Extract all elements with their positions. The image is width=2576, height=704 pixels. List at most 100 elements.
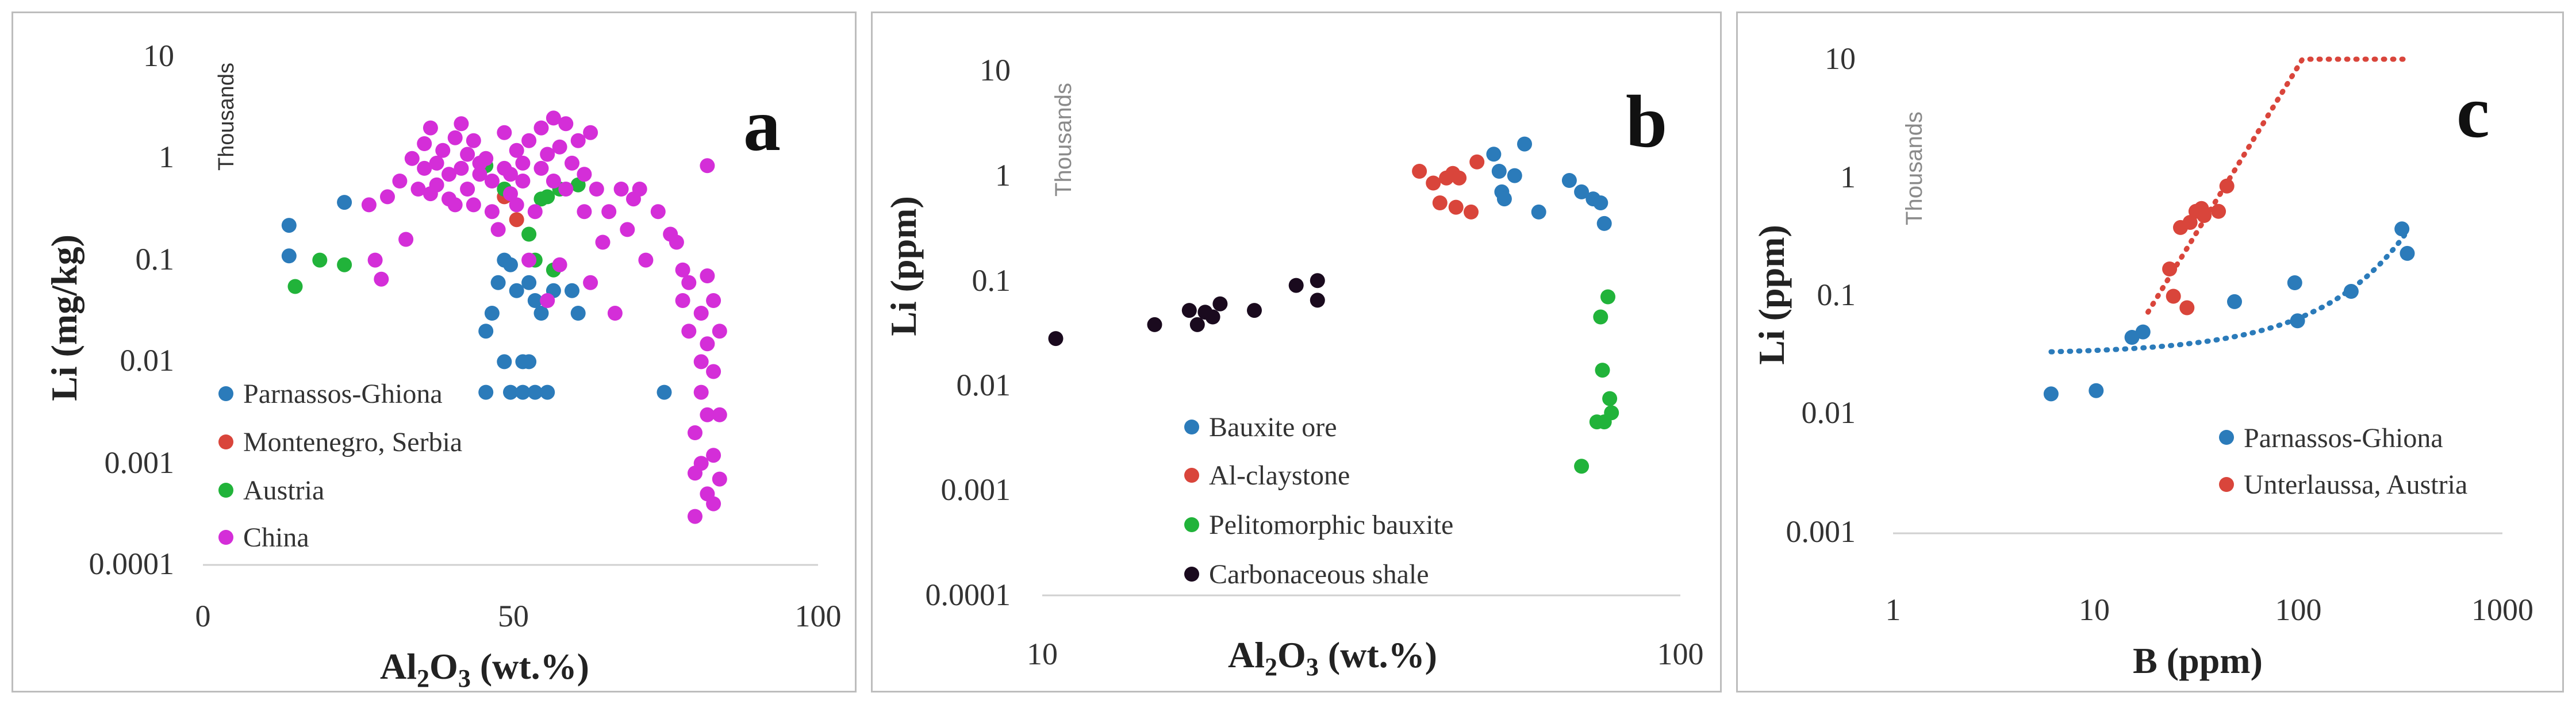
b-point-s3-6	[1212, 296, 1228, 311]
b-legend-claystone: Al-claystone	[1209, 460, 1350, 491]
a-legend-montenegro: Montenegro, Serbia	[243, 427, 462, 457]
c-point-s0-5	[2287, 275, 2302, 290]
a-point-s0-11	[509, 283, 524, 298]
a-point-s3-4	[392, 174, 408, 188]
c-x-tick-10: 10	[2079, 593, 2110, 627]
a-point-s3-25	[472, 167, 487, 182]
a-point-s3-42	[533, 120, 549, 136]
a-legend-marker-parnassos	[218, 386, 233, 401]
c-x-axis-title: B (ppm)	[2133, 640, 2263, 681]
a-point-s3-63	[620, 222, 635, 237]
b-legend-marker-bauxite	[1184, 420, 1199, 434]
a-point-s3-16	[442, 167, 456, 182]
a-y-tick-0.0001: 0.0001	[89, 547, 175, 581]
b-y-axis-title: Li (ppm)	[883, 196, 924, 336]
a-point-s3-1	[367, 252, 383, 268]
chart-panel-b: 10 1 0.1 0.01 0.001 0.0001 10 100 Li (pp…	[871, 11, 1722, 693]
a-point-s3-60	[601, 204, 617, 220]
a-legend-marker-montenegro	[218, 434, 233, 449]
b-point-s0-4	[1507, 168, 1522, 183]
a-point-s2-2	[337, 257, 352, 272]
b-point-s3-1	[1147, 317, 1162, 332]
b-point-s3-0	[1048, 331, 1064, 347]
a-point-s3-57	[583, 275, 598, 290]
a-point-s3-58	[589, 182, 604, 197]
a-point-s2-5	[521, 226, 537, 242]
c-x-tick-1000: 1000	[2471, 593, 2533, 627]
b-point-s2-3	[1595, 363, 1610, 378]
a-x-tick-50: 50	[498, 599, 529, 633]
a-point-s3-40	[521, 252, 537, 268]
a-point-s3-0	[361, 197, 377, 213]
b-legend: Bauxite ore Al-claystone Pelitomorphic b…	[1184, 412, 1453, 590]
a-point-s3-14	[435, 143, 451, 158]
b-legend-marker-shale	[1184, 567, 1199, 582]
a-point-s3-86	[706, 293, 721, 308]
a-legend: Parnassos-Ghiona Montenegro, Serbia Aust…	[218, 379, 462, 553]
c-legend-parnassos: Parnassos-Ghiona	[2244, 423, 2443, 453]
a-point-s3-6	[404, 151, 420, 166]
a-point-s3-67	[650, 204, 666, 220]
a-point-s3-53	[570, 133, 586, 148]
a-point-s3-51	[558, 182, 574, 197]
a-y-tick-0.001: 0.001	[105, 445, 175, 480]
a-point-s2-1	[312, 252, 328, 268]
a-point-s0-17	[527, 384, 543, 400]
a-point-s3-39	[521, 133, 537, 148]
c-point-s0-4	[2227, 294, 2242, 309]
a-legend-marker-austria	[218, 483, 233, 498]
c-point-s1-7	[2197, 208, 2212, 223]
a-point-s3-50	[558, 116, 574, 132]
b-y-tick-0.1: 0.1	[972, 263, 1011, 298]
a-point-s3-24	[466, 133, 481, 148]
a-y-axis-title: Li (mg/kg)	[44, 234, 85, 401]
c-legend-unterlaussa: Unterlaussa, Austria	[2244, 470, 2467, 500]
a-point-s3-20	[454, 160, 469, 176]
a-point-s0-14	[521, 275, 537, 290]
b-y-tick-0.01: 0.01	[957, 368, 1011, 402]
a-point-s3-54	[577, 167, 592, 182]
c-point-s1-4	[2182, 215, 2198, 230]
a-y-tick-1: 1	[159, 140, 174, 174]
a-point-s3-21	[460, 147, 475, 162]
a-point-s3-92	[712, 471, 727, 487]
b-point-s1-6	[1452, 170, 1467, 186]
c-legend: Parnassos-Ghiona Unterlaussa, Austria	[2219, 423, 2467, 500]
a-legend-china: China	[243, 522, 309, 553]
b-point-s1-5	[1448, 199, 1464, 215]
a-point-s1-1	[509, 212, 524, 228]
b-legend-pelitomorphic: Pelitomorphic bauxite	[1209, 510, 1453, 540]
a-point-s0-8	[497, 354, 512, 370]
b-point-s2-2	[1593, 309, 1608, 325]
c-point-s1-3	[2179, 300, 2195, 316]
chart-b-points	[1042, 136, 1680, 597]
a-point-s0-16	[527, 293, 543, 308]
a-point-s0-21	[565, 283, 579, 298]
b-point-s0-5	[1517, 136, 1532, 152]
a-panel-letter: a	[743, 84, 781, 167]
a-point-s0-15	[521, 354, 537, 370]
a-point-s3-62	[613, 182, 629, 197]
b-x-axis-title: Al2O3 (wt.%)	[1228, 634, 1437, 681]
a-point-s3-3	[380, 189, 395, 205]
c-point-s0-6	[2290, 313, 2305, 329]
a-point-s0-19	[540, 384, 555, 400]
a-point-s3-5	[398, 232, 414, 247]
c-legend-marker-parnassos	[2219, 430, 2234, 445]
b-point-s3-2	[1181, 303, 1197, 318]
a-point-s3-48	[552, 139, 567, 155]
c-point-s0-1	[2089, 383, 2104, 398]
a-point-s3-10	[423, 120, 438, 136]
a-point-s3-12	[429, 155, 444, 171]
a-point-s3-44	[540, 147, 555, 162]
b-point-s2-0	[1574, 459, 1590, 474]
a-point-s3-69	[669, 234, 684, 250]
chart-panel-a: 10 1 0.1 0.01 0.001 0.0001 0 50 100 Li (…	[11, 11, 857, 693]
c-y-tick-1: 1	[1840, 160, 1856, 194]
a-point-s3-66	[638, 252, 654, 268]
c-point-s0-8	[2394, 221, 2410, 237]
a-point-s3-31	[497, 125, 512, 140]
b-y-tick-0.0001: 0.0001	[926, 578, 1011, 612]
a-point-s3-23	[466, 197, 481, 213]
a-point-s2-0	[287, 279, 303, 294]
